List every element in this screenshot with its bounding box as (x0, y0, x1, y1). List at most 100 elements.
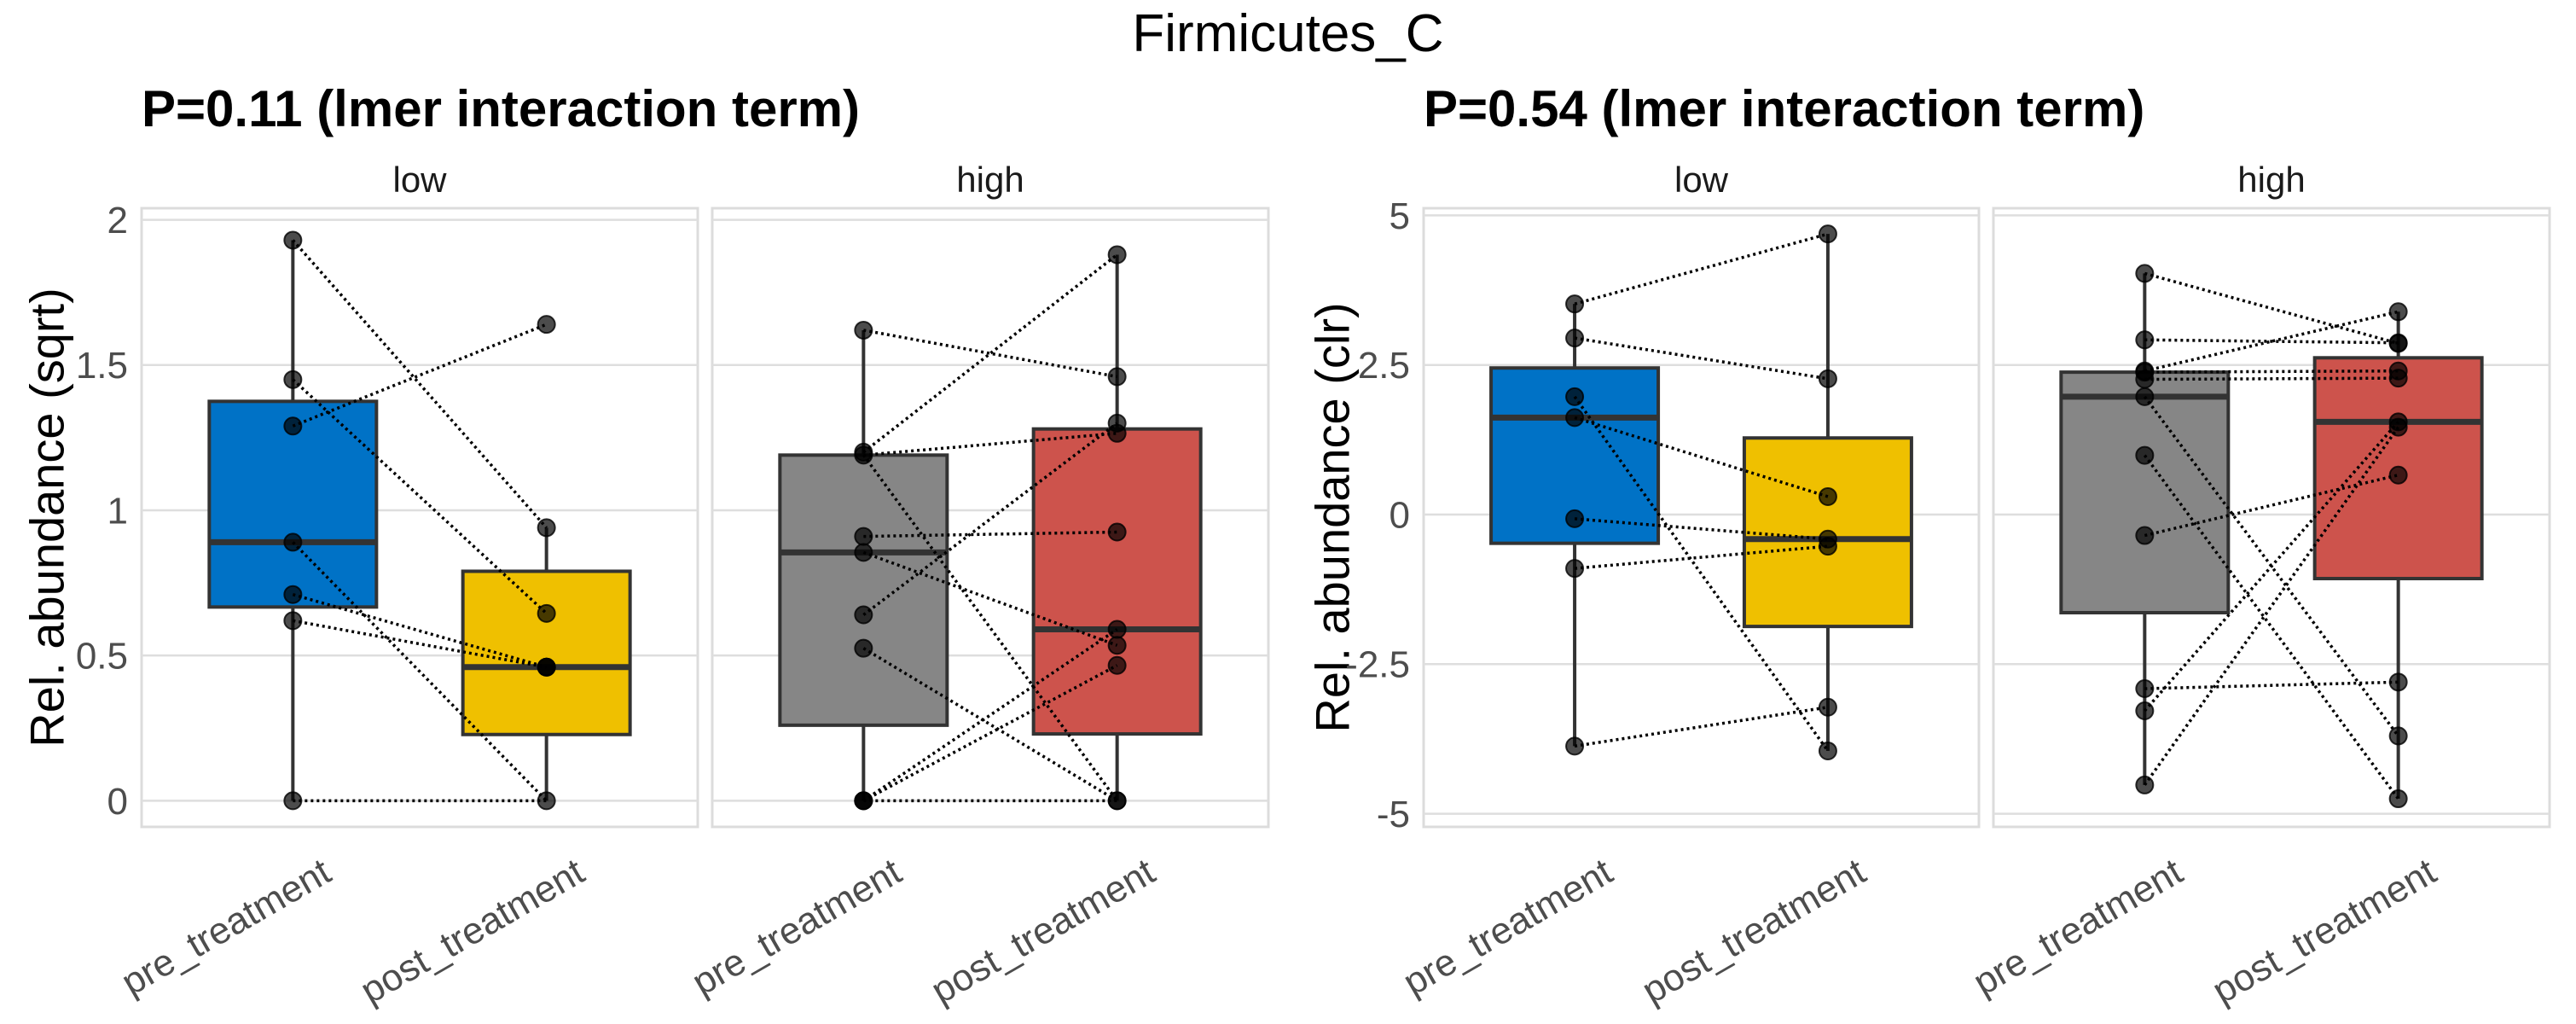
paired-line (863, 432, 1117, 457)
box-iqr (2059, 370, 2231, 614)
data-point (283, 611, 303, 631)
data-point (1107, 423, 1127, 443)
x-tick-label: pre_treatment (114, 851, 338, 1004)
facet-strip-label: high (2237, 160, 2305, 200)
data-point (537, 657, 556, 677)
paired-line (2144, 680, 2399, 690)
data-point (854, 791, 873, 811)
box-iqr (1031, 427, 1203, 736)
data-point (2135, 701, 2155, 720)
data-point (537, 315, 556, 335)
y-tick-label: 0 (1390, 494, 1410, 536)
box-pre_treatment (2059, 273, 2231, 785)
x-tick-label: post_treatment (354, 851, 592, 1012)
paired-line (1574, 517, 1829, 541)
data-point (1565, 329, 1585, 348)
data-point (2135, 445, 2155, 465)
data-point (1818, 537, 1837, 556)
paired-line (292, 593, 548, 669)
data-point (854, 445, 873, 465)
data-point (283, 532, 303, 552)
data-point (2135, 264, 2155, 283)
paired-line (1574, 416, 1829, 498)
paired-line (1574, 706, 1829, 748)
box-pre_treatment (207, 240, 379, 801)
x-tick-label: pre_treatment (1966, 851, 2190, 1004)
data-point (537, 603, 556, 623)
paired-line (2144, 271, 2399, 346)
paired-line (2144, 376, 2399, 381)
paired-line (1574, 232, 1829, 305)
data-point (2388, 465, 2408, 485)
data-point (2388, 417, 2408, 437)
data-point (1565, 509, 1585, 528)
figure-title: Firmicutes_C (1132, 4, 1443, 63)
paired-line (292, 378, 548, 615)
data-point (2388, 726, 2408, 746)
box-iqr (778, 453, 949, 727)
data-point (1565, 294, 1585, 314)
y-tick-label: 5 (1390, 195, 1410, 237)
facet-high: high pre_treatment post_treatment (685, 160, 1270, 1012)
y-tick-label: -5 (1377, 794, 1410, 835)
box-iqr (461, 569, 632, 736)
data-point (2135, 526, 2155, 545)
x-tick-label: pre_treatment (685, 851, 908, 1004)
paired-line (292, 239, 548, 529)
data-point (1818, 369, 1837, 388)
data-point (1107, 245, 1127, 265)
data-point (2388, 789, 2408, 809)
paired-line (2144, 369, 2399, 374)
data-point (1565, 387, 1585, 406)
data-point (537, 791, 556, 811)
data-point (854, 320, 873, 340)
data-point (1107, 367, 1127, 387)
data-point (2388, 334, 2408, 353)
data-point (1818, 741, 1837, 760)
x-tick-label: pre_treatment (1396, 851, 1620, 1004)
data-point (283, 791, 303, 811)
paired-line (293, 619, 547, 669)
y-tick-label: 0.5 (76, 636, 128, 678)
data-point (1107, 620, 1127, 639)
data-point (2388, 672, 2408, 692)
data-point (1565, 408, 1585, 428)
y-tick-label: 2.5 (1358, 345, 1410, 387)
y-tick-label: 1 (107, 490, 128, 532)
facet-strip-label: low (1674, 160, 1729, 200)
data-point (2135, 679, 2155, 699)
y-tick-label: -2.5 (1345, 644, 1410, 686)
box-post_treatment (461, 527, 632, 801)
data-point (1818, 486, 1837, 506)
y-tick-label: 2 (107, 200, 128, 241)
x-tick-label: post_treatment (1635, 851, 1873, 1012)
data-point (854, 527, 873, 546)
chart-1: P=0.11 (lmer interaction term) Rel. abund… (20, 80, 1270, 1012)
facet-low: low pre_treatment post_treatment (1396, 160, 1981, 1012)
data-point (2135, 775, 2155, 794)
data-point (2135, 387, 2155, 406)
facet-low: low pre_treatment post_treatment (114, 160, 699, 1012)
data-point (2135, 330, 2155, 350)
data-point (854, 605, 873, 625)
box-pre_treatment (778, 329, 949, 801)
paired-line (2144, 421, 2399, 713)
data-point (1565, 736, 1585, 756)
paired-line (862, 664, 1118, 802)
data-point (283, 416, 303, 436)
data-point (2388, 369, 2408, 388)
data-point (854, 543, 873, 562)
y-axis-label: Rel. abundance (sqrt) (20, 288, 74, 748)
facet-high: high pre_treatment post_treatment (1966, 160, 2551, 1012)
data-point (2388, 302, 2408, 322)
paired-line (1574, 544, 1829, 570)
data-point (1818, 224, 1837, 244)
x-tick-label: post_treatment (2206, 851, 2444, 1012)
paired-line (863, 530, 1117, 538)
chart-2: P=0.54 (lmer interaction term) Rel. abund… (1306, 80, 2551, 1012)
data-point (1107, 522, 1127, 542)
data-point (283, 585, 303, 604)
data-point (1565, 559, 1585, 579)
paired-line (2143, 426, 2400, 786)
